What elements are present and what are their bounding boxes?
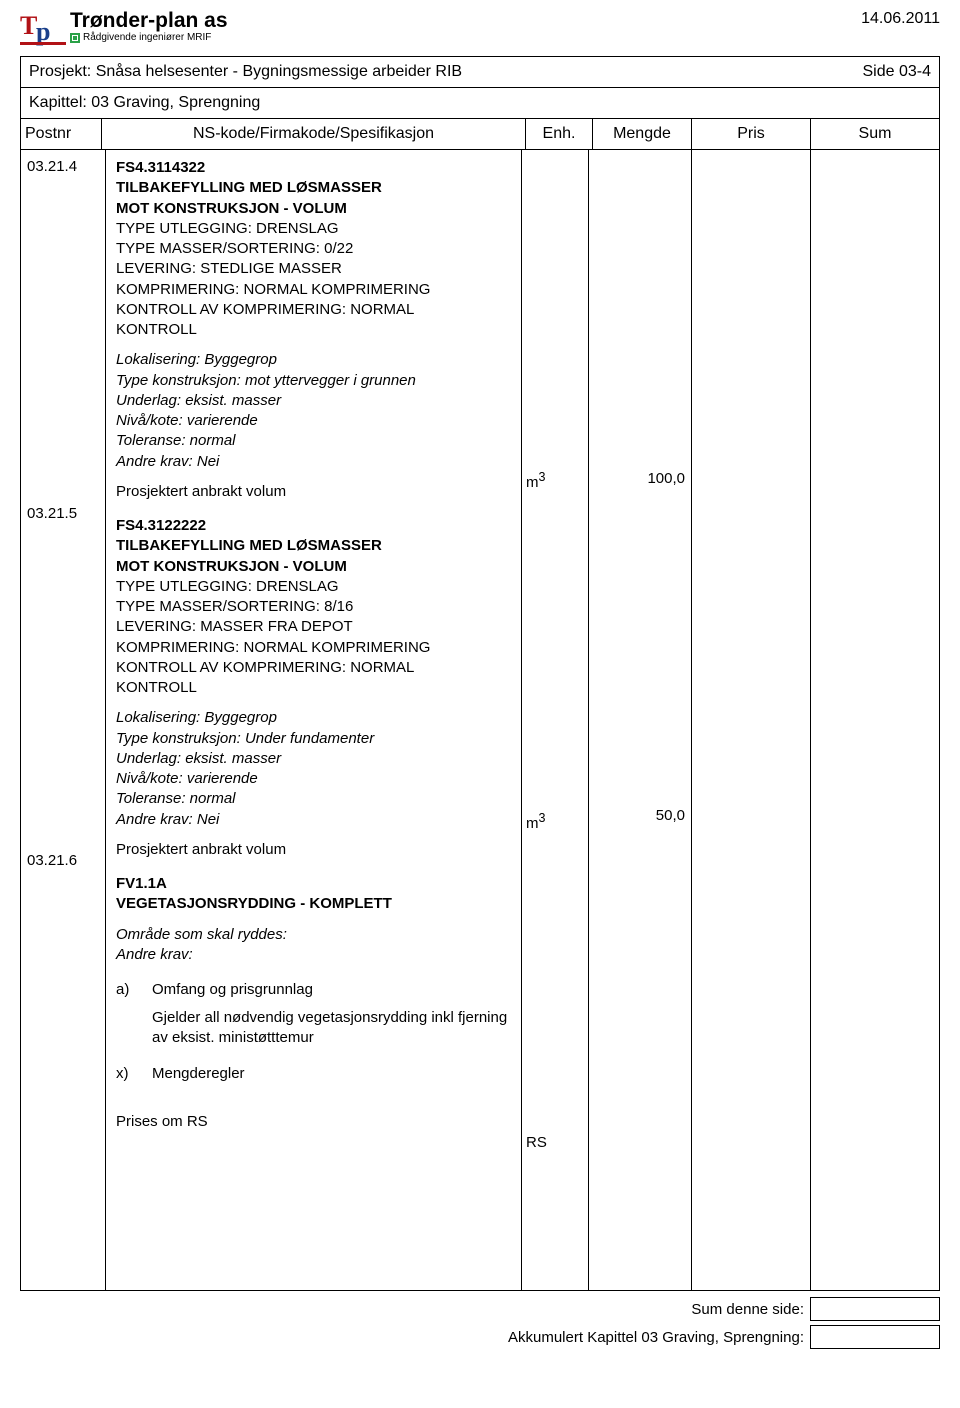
- entry-0-title2: MOT KONSTRUKSJON - VOLUM: [116, 199, 511, 219]
- document-date: 14.06.2011: [861, 10, 940, 28]
- entry-1: FS4.3122222 TILBAKEFYLLING MED LØSMASSER…: [116, 516, 511, 860]
- logo-block: T p Trønder-plan as Rådgivende ingeniøre…: [20, 10, 228, 48]
- entry-1-code: FS4.3122222: [116, 516, 511, 536]
- col-mengde: Mengde: [593, 119, 692, 149]
- body-pris-col: [692, 150, 811, 1290]
- body-postnr-col: 03.21.4 03.21.5 03.21.6: [21, 150, 106, 1290]
- footer-acc-label: Akkumulert Kapittel 03 Graving, Sprengni…: [508, 1329, 804, 1346]
- unit-1: m3: [526, 811, 584, 832]
- unit-2: RS: [526, 1134, 584, 1151]
- svg-text:T: T: [20, 11, 37, 40]
- entry-1-measure: Prosjektert anbrakt volum: [116, 840, 511, 860]
- entry-0-title1: TILBAKEFYLLING MED LØSMASSER: [116, 178, 511, 198]
- company-sub: Rådgivende ingeniører MRIF: [70, 33, 228, 43]
- columns-header: Postnr NS-kode/Firmakode/Spesifikasjon E…: [21, 119, 939, 150]
- content-box: Prosjekt: Snåsa helsesenter - Bygningsme…: [20, 56, 940, 1291]
- qty-0: 100,0: [595, 470, 685, 487]
- entry-0: FS4.3114322 TILBAKEFYLLING MED LØSMASSER…: [116, 158, 511, 502]
- unit-0: m3: [526, 470, 584, 491]
- project-label: Prosjekt: Snåsa helsesenter - Bygningsme…: [29, 63, 462, 81]
- col-enh: Enh.: [526, 119, 593, 149]
- mrif-icon: [70, 33, 80, 43]
- col-pris: Pris: [692, 119, 811, 149]
- body-mengde-col: 100,0 50,0: [589, 150, 692, 1290]
- body-area: 03.21.4 03.21.5 03.21.6 FS4.3114322 TILB…: [21, 150, 939, 1290]
- postnr-0: 03.21.4: [27, 158, 99, 175]
- footer-sum-label: Sum denne side:: [691, 1301, 804, 1318]
- entry-2-sub-x: x) Mengderegler: [116, 1065, 511, 1082]
- body-enh-col: m3 m3 RS: [522, 150, 589, 1290]
- project-row: Prosjekt: Snåsa helsesenter - Bygningsme…: [21, 57, 939, 88]
- entry-2-measure: Prises om RS: [116, 1112, 511, 1132]
- entry-2-code: FV1.1A: [116, 874, 511, 894]
- col-spec: NS-kode/Firmakode/Spesifikasjon: [102, 119, 526, 149]
- chapter-row: Kapittel: 03 Graving, Sprengning: [21, 88, 939, 119]
- page-number: Side 03-4: [863, 63, 932, 81]
- header: T p Trønder-plan as Rådgivende ingeniøre…: [20, 10, 940, 48]
- entry-2: FV1.1A VEGETASJONSRYDDING - KOMPLETT Omr…: [116, 874, 511, 1132]
- col-sum: Sum: [811, 119, 939, 149]
- entry-2-sub-a: a) Omfang og prisgrunnlag: [116, 981, 511, 998]
- company-name: Trønder-plan as: [70, 10, 228, 31]
- body-sum-col: [811, 150, 939, 1290]
- postnr-1: 03.21.5: [27, 505, 99, 522]
- postnr-2: 03.21.6: [27, 852, 99, 869]
- footer-acc-box: [810, 1325, 940, 1349]
- col-postnr: Postnr: [21, 119, 102, 149]
- qty-1: 50,0: [595, 807, 685, 824]
- entry-0-code: FS4.3114322: [116, 158, 511, 178]
- entry-0-measure: Prosjektert anbrakt volum: [116, 482, 511, 502]
- footer: Sum denne side: Akkumulert Kapittel 03 G…: [20, 1297, 940, 1349]
- logo-icon: T p: [20, 10, 66, 48]
- footer-sum-box: [810, 1297, 940, 1321]
- body-spec-col: FS4.3114322 TILBAKEFYLLING MED LØSMASSER…: [106, 150, 522, 1290]
- svg-text:p: p: [36, 17, 50, 46]
